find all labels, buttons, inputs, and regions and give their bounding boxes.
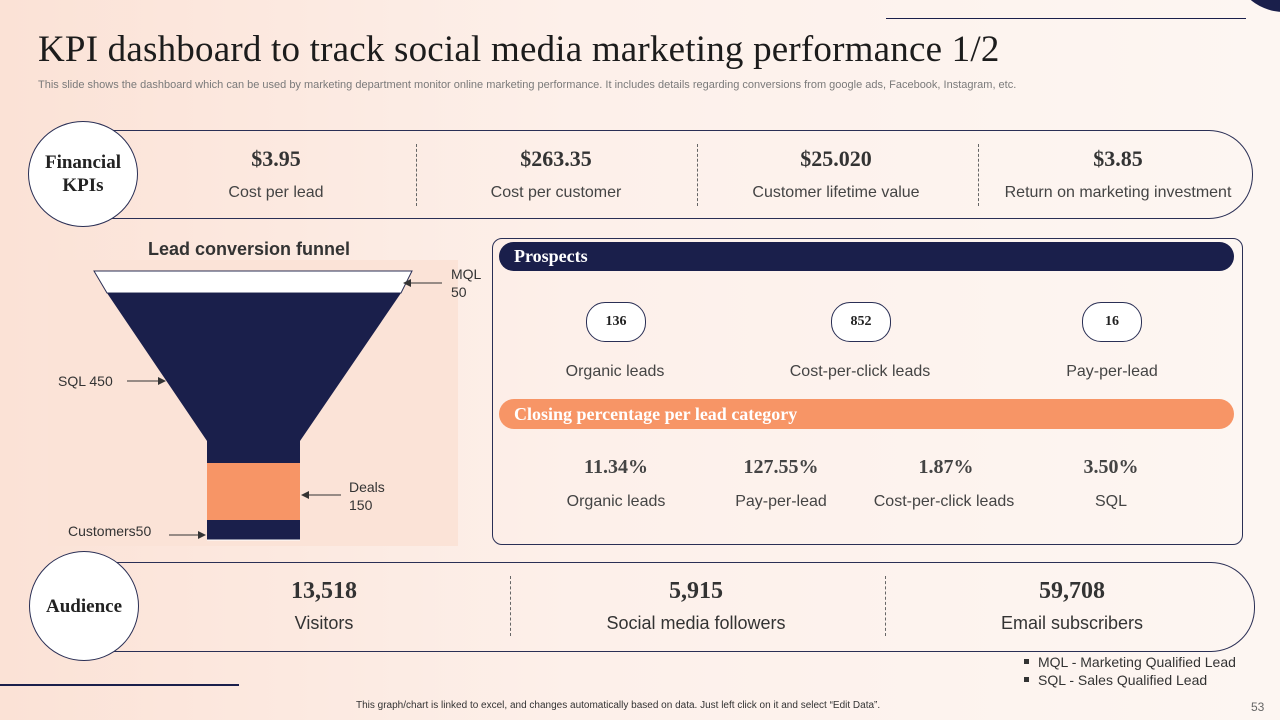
funnel-deals-label: Deals 150 (349, 478, 385, 514)
legend-text: SQL - Sales Qualified Lead (1038, 672, 1208, 688)
audience-label: Visitors (294, 613, 354, 633)
kpi-cost-per-lead: $3.95 Cost per lead (176, 146, 376, 202)
kpi-label: Cost per customer (490, 184, 622, 201)
audience-divider (510, 576, 511, 636)
mql-value-text: 50 (451, 284, 467, 300)
prospects-panel (492, 238, 1243, 545)
kpi-divider (978, 144, 979, 206)
kpi-customer-lifetime-value: $25.020 Customer lifetime value (736, 146, 936, 202)
prospect-cpc-label: Cost-per-click leads (789, 363, 931, 380)
footnote: This graph/chart is linked to excel, and… (356, 700, 881, 711)
kpi-divider (416, 144, 417, 206)
prospects-header: Prospects (499, 242, 1234, 271)
audience-email-subscribers: 59,708 Email subscribers (962, 578, 1182, 634)
closing-ppl-label: Pay-per-lead (735, 493, 827, 510)
deals-label-text: Deals (349, 479, 385, 495)
financial-label-line2: KPIs (62, 175, 104, 196)
audience-badge: Audience (29, 551, 139, 661)
funnel-graphic (93, 270, 442, 541)
bullet-icon (1024, 658, 1029, 664)
page-title: KPI dashboard to track social media mark… (38, 29, 1000, 70)
funnel-sql-label: SQL 450 (58, 373, 113, 389)
closing-sql-value: 3.50% (1083, 456, 1139, 478)
closing-ppl-value: 127.55% (743, 456, 819, 478)
kpi-label: Customer lifetime value (752, 184, 920, 201)
audience-social-followers: 5,915 Social media followers (576, 578, 816, 634)
financial-kpis-badge: Financial KPIs (28, 121, 138, 227)
audience-label: Social media followers (606, 613, 786, 633)
deals-value-text: 150 (349, 497, 373, 513)
prospect-ppl-value: 16 (1082, 302, 1142, 342)
kpi-label: Return on marketing investment (1004, 184, 1232, 201)
kpi-value: $25.020 (800, 146, 872, 171)
closing-cpc-value: 1.87% (918, 456, 974, 478)
legend-item: MQL - Marketing Qualified Lead (1024, 653, 1236, 671)
page-number: 53 (1251, 700, 1265, 714)
page-subtitle: This slide shows the dashboard which can… (38, 79, 1017, 91)
financial-label-line1: Financial (44, 152, 121, 173)
prospect-ppl-label: Pay-per-lead (1066, 363, 1158, 380)
financial-kpi-band (90, 130, 1253, 219)
audience-label: Email subscribers (1000, 613, 1144, 633)
kpi-value: $263.35 (520, 146, 592, 171)
closing-cpc-label: Cost-per-click leads (873, 493, 1015, 510)
header-rule (886, 18, 1246, 19)
kpi-value: $3.95 (251, 146, 301, 171)
kpi-return-on-marketing-investment: $3.85 Return on marketing investment (1003, 146, 1233, 202)
prospect-organic-value: 136 (586, 302, 646, 342)
funnel-title: Lead conversion funnel (148, 239, 351, 259)
closing-organic-label: Organic leads (566, 493, 666, 510)
closing-sql-label: SQL (1094, 493, 1127, 510)
prospect-organic-label: Organic leads (565, 363, 665, 380)
audience-band (90, 562, 1255, 652)
audience-value: 59,708 (1039, 578, 1105, 604)
kpi-value: $3.85 (1093, 146, 1143, 171)
audience-value: 13,518 (291, 578, 357, 604)
funnel-sql-segment (107, 293, 401, 463)
funnel-mql-segment (93, 270, 413, 294)
prospect-cpc-value: 852 (831, 302, 891, 342)
bullet-icon (1024, 676, 1029, 682)
audience-value: 5,915 (669, 578, 723, 604)
kpi-divider (697, 144, 698, 206)
corner-decoration (1250, 0, 1280, 12)
audience-visitors: 13,518 Visitors (224, 578, 424, 634)
legend-text: MQL - Marketing Qualified Lead (1038, 654, 1236, 670)
kpi-cost-per-customer: $263.35 Cost per customer (456, 146, 656, 202)
abbreviation-legend: MQL - Marketing Qualified Lead SQL - Sal… (1024, 653, 1236, 689)
legend-item: SQL - Sales Qualified Lead (1024, 671, 1236, 689)
funnel-deals-segment (207, 463, 300, 520)
funnel-customers-segment (207, 520, 300, 540)
mql-label-text: MQL (451, 266, 482, 282)
closing-organic-value: 11.34% (584, 456, 648, 478)
footer-rule (0, 684, 239, 686)
funnel-mql-label: MQL 50 (451, 265, 481, 301)
kpi-label: Cost per lead (228, 184, 324, 201)
funnel-customers-label: Customers50 (68, 523, 152, 539)
audience-divider (885, 576, 886, 636)
closing-header: Closing percentage per lead category (499, 399, 1234, 429)
